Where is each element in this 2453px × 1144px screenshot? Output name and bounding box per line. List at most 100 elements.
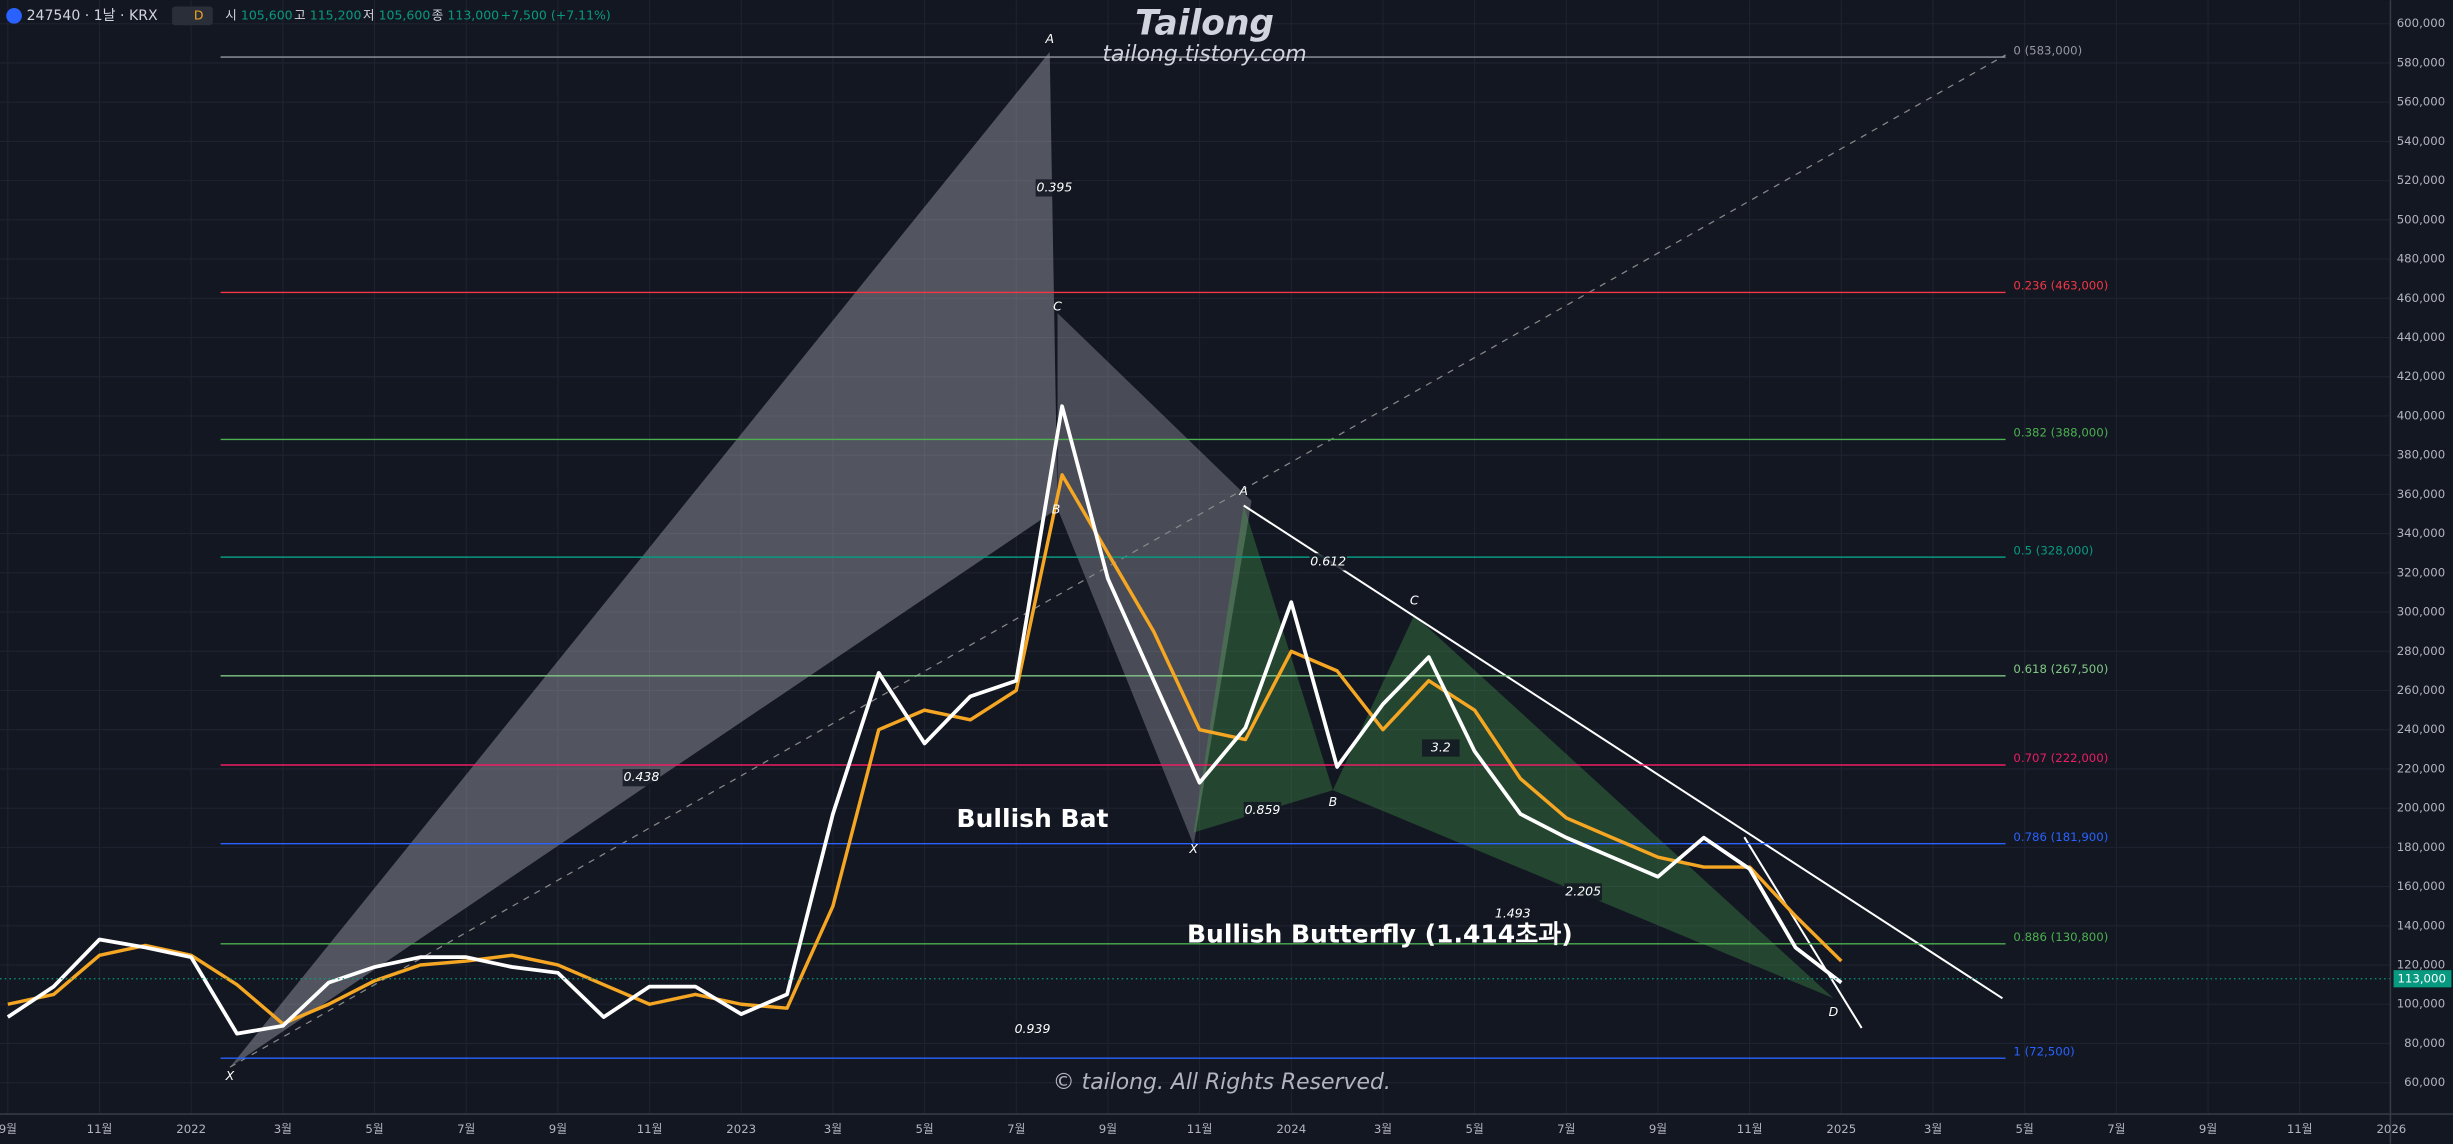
x-tick-label: 9월	[1649, 1122, 1667, 1136]
x-tick-label: 2024	[1276, 1122, 1306, 1136]
change: +7,500 (+7.11%)	[501, 7, 611, 22]
x-tick-label: 3월	[274, 1122, 292, 1136]
ohlc-value: 115,200	[310, 7, 362, 22]
x-tick-label: 3월	[1924, 1122, 1942, 1136]
trend-dashed	[229, 54, 2006, 1068]
x-tick-label: 3월	[1374, 1122, 1392, 1136]
x-tick-label: 11월	[87, 1122, 113, 1136]
bat-xab	[229, 51, 1058, 1068]
x-tick-label: 11월	[1737, 1122, 1763, 1136]
ratio-box	[1494, 905, 1532, 923]
y-tick-label: 340,000	[2397, 526, 2445, 540]
grid	[0, 0, 2392, 1115]
labels: Bullish Bat Bullish Butterfly (1.414초과) X A…	[225, 31, 1839, 1083]
x-tick-label: 7월	[2107, 1122, 2125, 1136]
y-tick-label: 420,000	[2397, 369, 2445, 383]
ratio-box	[1422, 739, 1460, 757]
y-tick-label: 580,000	[2397, 55, 2445, 69]
x-tick-label: 5월	[1465, 1122, 1483, 1136]
y-tick-label: 440,000	[2397, 330, 2445, 344]
ohlc-key: 시	[225, 7, 237, 22]
fib-label: 0.618 (267,500)	[2013, 662, 2108, 676]
x-tick-label: 5월	[2016, 1122, 2034, 1136]
point-label: D	[1829, 1004, 1839, 1019]
butterfly-bcd	[1332, 615, 1834, 999]
fib-label: 0.886 (130,800)	[2013, 930, 2108, 944]
price-line	[7, 473, 1843, 1026]
ohlc-value: 105,600	[379, 7, 431, 22]
point-label: A	[1044, 31, 1054, 46]
watermark-title: Tailong	[1135, 4, 1274, 44]
y-tick-label: 520,000	[2397, 173, 2445, 187]
fib-label: 0.5 (328,000)	[2013, 543, 2093, 557]
y-tick-label: 100,000	[2397, 997, 2445, 1011]
point-label: C	[1053, 298, 1062, 313]
fib-label: 0.236 (463,000)	[2013, 279, 2108, 293]
ratio-box	[622, 769, 661, 787]
ratio-label: 0.859	[1245, 802, 1281, 817]
y-tick-label: 240,000	[2397, 722, 2445, 736]
badge	[172, 6, 213, 26]
interval-badge: D	[194, 7, 204, 22]
fib-label: 0 (583,000)	[2013, 43, 2082, 57]
x-tick-label: 9월	[549, 1122, 567, 1136]
y-tick-label: 280,000	[2397, 644, 2445, 658]
x-tick-label: 2025	[1826, 1122, 1856, 1136]
logo	[6, 8, 22, 24]
y-tick-label: 220,000	[2397, 761, 2445, 775]
y-tick-label: 140,000	[2397, 918, 2445, 932]
trend-line	[1743, 836, 1863, 1029]
x-tick-label: 9월	[2199, 1122, 2217, 1136]
x-tick-label: 11월	[2287, 1122, 2313, 1136]
y-tick-label: 460,000	[2397, 291, 2445, 305]
pattern-name: Bullish Bat	[957, 804, 1109, 833]
point-label: A	[1238, 483, 1248, 498]
y-tick-label: 160,000	[2397, 879, 2445, 893]
y-tick-label: 380,000	[2397, 448, 2445, 462]
point-label: B	[1329, 794, 1338, 809]
y-tick-label: 200,000	[2397, 801, 2445, 815]
ratio-label: 0.395	[1037, 179, 1073, 194]
ratio-label: 2.205	[1565, 883, 1601, 898]
ratio-label: 0.939	[1015, 1021, 1051, 1036]
x-tick-label: 2022	[176, 1122, 206, 1136]
x-tick-label: 11월	[637, 1122, 663, 1136]
ohlc: 시 105,600 고 115,200 저 105,600 종 113,000 +7,500 (…	[225, 7, 611, 22]
x-tick-label: 9월	[0, 1122, 17, 1136]
copyright: © tailong. All Rights Reserved.	[1053, 1070, 1391, 1095]
y-tick-label: 480,000	[2397, 252, 2445, 266]
watermark-subtitle: tailong.tistory.com	[1102, 42, 1306, 67]
y-tick-label: 120,000	[2397, 958, 2445, 972]
ohlc-value: 113,000	[447, 7, 499, 22]
ratio-box	[1564, 883, 1602, 901]
y-tick-label: 180,000	[2397, 840, 2445, 854]
point-label: X	[225, 1068, 235, 1083]
x-tick-label: 2026	[2376, 1122, 2406, 1136]
ohlc-key: 저	[363, 7, 375, 22]
patterns	[229, 51, 2006, 1068]
axes: 60,000 80,000 100,000 120,000 140,000 160,000…	[0, 16, 2452, 1136]
bat-bcd	[1057, 313, 1252, 845]
x-tick-label: 11월	[1187, 1122, 1213, 1136]
fib-levels: 0 (583,000) 0.236 (463,000) 0.382 (388,000…	[220, 43, 2108, 1059]
x-tick-label: 9월	[1099, 1122, 1117, 1136]
price-line	[6, 404, 1843, 1036]
point-label: B	[1052, 502, 1061, 517]
y-tick-label: 540,000	[2397, 134, 2445, 148]
y-tick-label: 260,000	[2397, 683, 2445, 697]
y-tick-label: 400,000	[2397, 408, 2445, 422]
y-tick-label: 80,000	[2404, 1036, 2445, 1050]
x-tick-label: 3월	[824, 1122, 842, 1136]
ratio-box	[1243, 801, 1282, 820]
price-tag	[2393, 970, 2452, 988]
symbol: 247540 · 1날 · KRX	[27, 8, 158, 24]
x-tick-label: 2023	[726, 1122, 756, 1136]
header: 247540 · 1날 · KRX D 시 105,600 고 115,200 저 105…	[6, 6, 611, 26]
y-tick-label: 300,000	[2397, 605, 2445, 619]
price-lines	[0, 404, 2391, 1036]
x-tick-label: 7월	[1557, 1122, 1575, 1136]
price-axis	[2390, 0, 2453, 1144]
